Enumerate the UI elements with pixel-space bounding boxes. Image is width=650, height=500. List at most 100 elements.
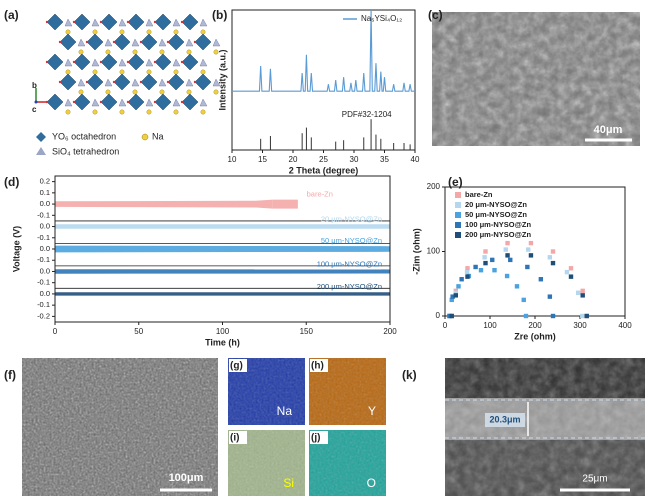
tetrahedron <box>91 18 100 27</box>
legend-label: SiO₄ tetrahedron <box>52 146 119 156</box>
octahedron <box>46 13 64 31</box>
na-atom <box>173 29 179 35</box>
tetrahedron <box>199 18 208 27</box>
octahedron <box>113 73 131 91</box>
data-point <box>453 293 458 298</box>
data-point <box>550 313 556 319</box>
y-tick-label: 0.0 <box>40 199 50 208</box>
x-tick-label: 0 <box>53 327 58 336</box>
data-point <box>465 266 470 271</box>
voltage-band <box>55 292 390 296</box>
series-label: 50 μm-NYSO@Zn <box>321 236 382 245</box>
data-point <box>464 269 470 275</box>
panel-label: (k) <box>402 368 417 382</box>
tetrahedron <box>131 78 140 87</box>
data-point <box>550 249 556 254</box>
tetrahedron <box>145 98 154 107</box>
x-tick-label: 100 <box>483 321 497 330</box>
tetrahedron <box>64 58 73 67</box>
legend-octahedron <box>36 132 46 142</box>
tetrahedron <box>199 58 208 67</box>
na-atom <box>173 69 179 75</box>
na-atom <box>159 49 165 55</box>
o-atom <box>45 20 49 24</box>
sem-texture <box>432 12 640 146</box>
reference-label: PDF#32-1204 <box>342 110 392 119</box>
data-point <box>568 266 574 271</box>
tetrahedron <box>64 18 73 27</box>
data-point <box>514 284 520 289</box>
y-tick-label: 0.0 <box>40 289 50 298</box>
na-atom <box>65 69 71 75</box>
thickness-label: 20.3μm <box>489 414 520 424</box>
tetrahedron <box>145 58 154 67</box>
data-point <box>478 268 484 273</box>
tetrahedron <box>212 78 221 87</box>
x-tick-label: 50 <box>134 327 143 336</box>
octahedron <box>127 13 145 31</box>
label-box <box>485 413 525 427</box>
panel-label: (d) <box>4 175 19 189</box>
na-atom <box>78 49 84 55</box>
y-tick-label: 0.0 <box>40 266 50 275</box>
o-atom <box>112 40 116 44</box>
panel-label: (a) <box>4 8 19 22</box>
octahedron <box>194 33 212 51</box>
sem-texture <box>445 358 645 496</box>
octahedron <box>181 93 199 111</box>
data-point <box>568 274 574 279</box>
tetrahedron <box>77 78 86 87</box>
octahedron <box>86 73 104 91</box>
o-atom <box>85 80 89 84</box>
y-tick-label: -0.1 <box>37 278 50 287</box>
x-tick-label: 10 <box>228 155 237 164</box>
series-label: 100 μm-NYSO@Zn <box>317 259 382 268</box>
data-point <box>449 313 454 319</box>
data-point <box>505 240 510 246</box>
o-atom <box>180 60 184 64</box>
tetrahedron <box>158 38 167 47</box>
legend-na <box>141 133 149 141</box>
x-tick-label: 20 <box>289 155 298 164</box>
o-atom <box>72 60 76 64</box>
y-tick-label: -0.1 <box>37 300 50 309</box>
data-point <box>523 313 529 319</box>
legend-label: 20 μm-NYSO@Zn <box>465 200 527 209</box>
octahedron <box>140 73 158 91</box>
y-tick-label: 0.0 <box>40 244 50 253</box>
x-tick-label: 300 <box>573 321 587 330</box>
na-atom <box>92 29 98 35</box>
data-point <box>492 268 497 273</box>
voltage-band <box>272 199 298 209</box>
label-box <box>310 359 328 372</box>
na-atom <box>146 109 152 115</box>
x-tick-label: 0 <box>443 321 448 330</box>
data-point <box>538 277 544 282</box>
series-label: bare-Zn <box>307 190 333 199</box>
tetrahedron <box>172 18 181 27</box>
octahedron <box>100 13 118 31</box>
y-tick-label: 0.1 <box>40 188 50 197</box>
octahedron <box>113 33 131 51</box>
label-box <box>229 431 247 444</box>
x-axis-label: 2 Theta (degree) <box>289 165 359 175</box>
data-point <box>564 269 570 275</box>
na-atom <box>213 89 219 95</box>
legend-swatch <box>455 192 461 198</box>
o-atom <box>180 100 184 104</box>
panel-label: (h) <box>311 361 324 372</box>
y-axis-label: Voltage (V) <box>11 226 21 272</box>
tetrahedron <box>199 98 208 107</box>
o-atom <box>153 100 157 104</box>
x-tick-label: 200 <box>383 327 397 336</box>
data-point <box>528 240 534 246</box>
data-point <box>505 253 510 258</box>
panel-label: (b) <box>212 8 227 22</box>
data-point <box>504 273 510 279</box>
panel-label: (f) <box>4 368 16 382</box>
tetrahedron <box>118 18 127 27</box>
voltage-band <box>55 245 390 253</box>
data-point <box>453 290 458 295</box>
octahedron <box>154 53 172 71</box>
